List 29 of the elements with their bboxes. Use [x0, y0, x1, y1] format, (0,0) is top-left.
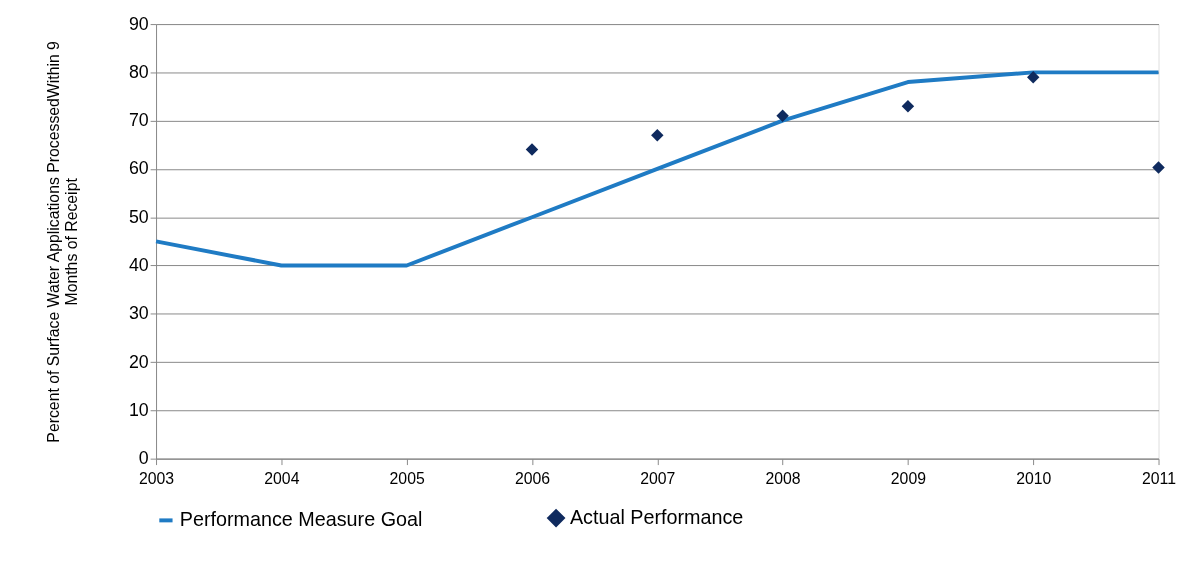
point — [525, 143, 539, 156]
y-tick-label: 80 — [128, 61, 149, 82]
point — [651, 128, 664, 142]
x-tick-label: 2008 — [765, 469, 801, 487]
x-tick-label: 2009 — [890, 469, 927, 487]
y-tick-label: 50 — [128, 206, 149, 227]
y-tick-label: 20 — [128, 351, 149, 372]
x-tick-label: 2010 — [1016, 469, 1052, 487]
x-tick-label: 2005 — [389, 469, 425, 487]
y-tick-label: 40 — [128, 254, 149, 275]
y-axis-title: Percent of Surface Water Applications ProcessedWithin 9 Months of Receipt — [44, 40, 80, 443]
x-tick-label: 2006 — [514, 469, 551, 487]
y-tick-label: 0 — [138, 448, 149, 469]
point — [901, 99, 915, 113]
x-tick-label: 2003 — [138, 469, 175, 487]
line-series — [154, 70, 1161, 268]
point — [776, 109, 789, 123]
x-tick-label: 2011 — [1142, 469, 1177, 487]
y-tick-label: 10 — [128, 399, 149, 420]
y-tick-label: 60 — [128, 158, 149, 179]
y-tick-label: 30 — [128, 303, 149, 324]
x-tick-label: 2004 — [264, 469, 300, 487]
x-tick-label: 2007 — [640, 469, 676, 487]
legend-label: Actual Performance — [569, 505, 744, 528]
point — [1152, 161, 1165, 174]
point — [1026, 70, 1040, 84]
y-tick-label: 90 — [128, 13, 149, 34]
legend-label: Performance Measure Goal — [179, 508, 423, 531]
y-tick-label: 70 — [128, 110, 149, 131]
